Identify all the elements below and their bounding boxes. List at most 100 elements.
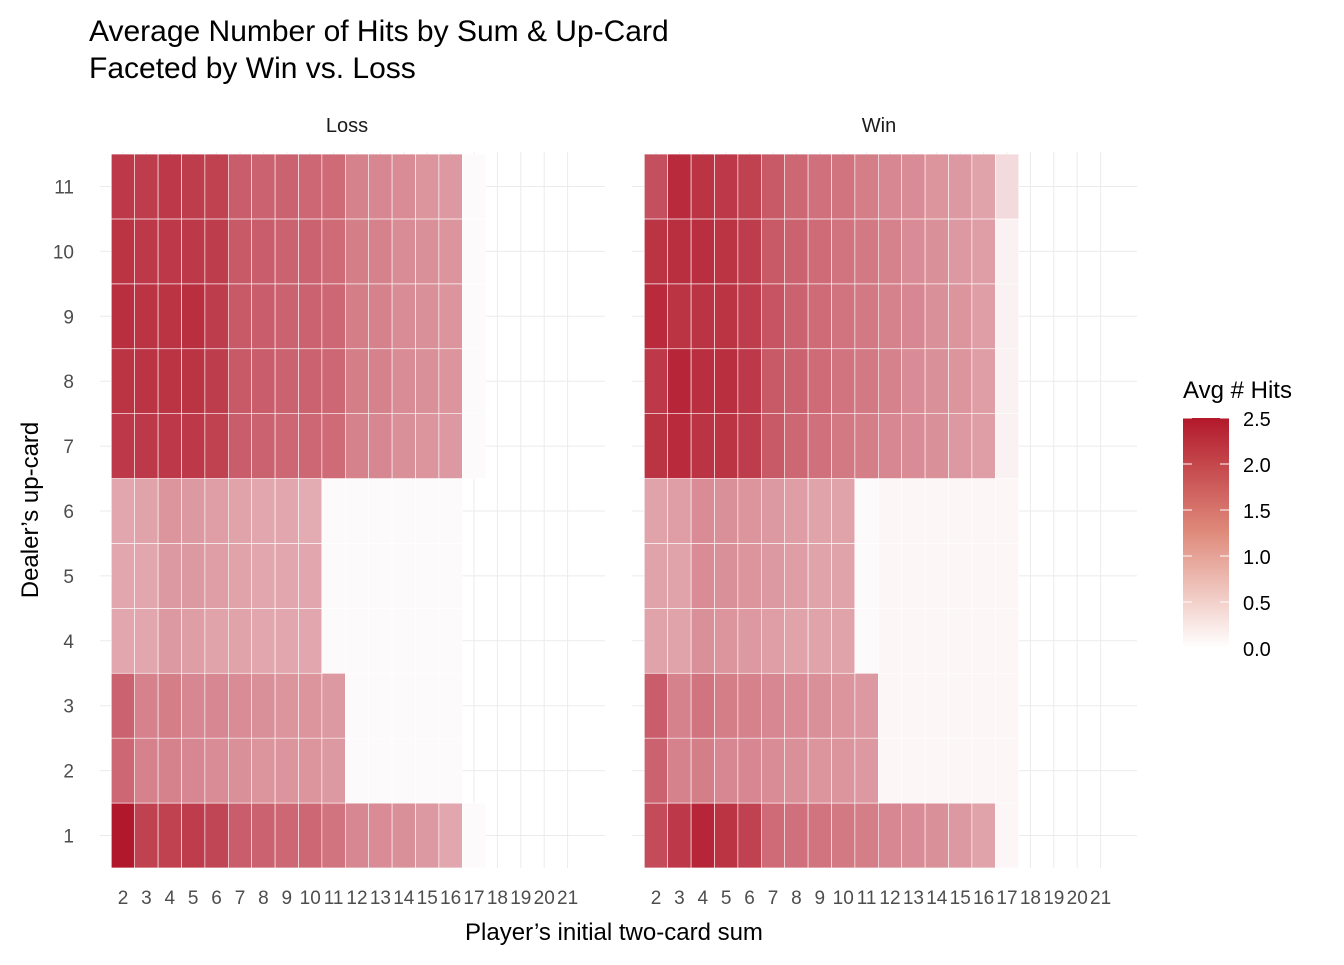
heatmap-cell [321,672,346,739]
heatmap-cell [831,283,856,350]
heatmap-cell [134,802,159,869]
heatmap-cell [667,153,692,220]
heatmap-cell [924,153,949,220]
heatmap-cell [831,672,856,739]
heatmap-cell [643,348,668,414]
heatmap-cell [298,543,323,609]
x-tick-label: 5 [721,888,732,909]
heatmap-cell [298,153,323,220]
heatmap-cell [948,543,973,609]
x-tick-labels: 2 3 4 5 6 7 8 9 10 11 12 13 14 15 16 17 18 19 20 21 [651,888,1111,909]
heatmap-cell [134,737,159,804]
heatmap-cell [298,802,323,869]
heatmap-cell [877,413,902,479]
heatmap-cell [737,218,762,285]
heatmap-cell [438,543,463,609]
heatmap-cell [204,283,229,350]
heatmap-cell [251,413,276,479]
heatmap-cell [134,218,159,285]
heatmap-cell [784,608,809,674]
heatmap-cell [971,283,996,350]
heatmap-cell [228,672,253,739]
heatmap-cell [204,608,229,674]
heatmap-cell [111,348,136,414]
y-tick-labels: 1 2 3 4 5 6 7 8 9 10 11 [53,178,75,848]
heatmap-cell [181,283,206,350]
heatmap-cell [877,608,902,674]
legend-tick-label: 2.5 [1243,409,1271,431]
heatmap-cell [251,478,276,544]
heatmap-cell [877,478,902,544]
heatmap-cell [994,672,1019,739]
heatmap-cell [994,153,1019,220]
heatmap-cell [737,283,762,350]
heatmap-cell [228,737,253,804]
y-tick-label: 7 [63,437,74,458]
heatmap-cell [994,478,1019,544]
heatmap-cell [714,802,739,869]
heatmap-cell [971,802,996,869]
heatmap-cell [298,672,323,739]
heatmap-cell [134,672,159,739]
heatmap-cell [784,543,809,609]
heatmap-cell [415,218,440,285]
heatmap-cell [760,737,785,804]
heatmap-cell [831,543,856,609]
x-tick-label: 16 [440,888,461,909]
heatmap-cell [807,672,832,739]
heatmap-cell [854,543,879,609]
heatmap-cell [157,802,182,869]
x-tick-label: 9 [282,888,293,909]
heatmap-cell [854,348,879,414]
x-tick-label: 11 [857,888,877,909]
heatmap-cell [111,283,136,350]
heatmap-cell [971,413,996,479]
heatmap-cell [924,608,949,674]
heatmap-cell [251,153,276,220]
heatmap-cell [737,478,762,544]
x-tick-label: 4 [165,888,176,909]
heatmap-cell [784,218,809,285]
heatmap-cell [321,543,346,609]
heatmap-cell [274,153,299,220]
heatmap-cell [854,478,879,544]
x-tick-label: 15 [950,888,971,909]
x-tick-label: 19 [510,888,531,909]
heatmap-cell [415,153,440,220]
heatmap-cell [994,413,1019,479]
y-tick-label: 9 [63,307,74,328]
heatmap-cell [228,348,253,414]
heatmap-cell [368,283,393,350]
heatmap-cell [901,737,926,804]
heatmap-cell [948,413,973,479]
heatmap-cell [924,283,949,350]
heatmap-cell [391,153,416,220]
heatmap-cell [391,283,416,350]
heatmap-cell [737,348,762,414]
heatmap-cell [667,348,692,414]
heatmap-cell [854,737,879,804]
heatmap-cell [948,672,973,739]
heatmap-cell [415,737,440,804]
heatmap-cell [274,802,299,869]
heatmap-cell [321,218,346,285]
heatmap-cell [901,608,926,674]
heatmap-cell [994,283,1019,350]
heatmap-cell [854,802,879,869]
heatmap-cell [807,802,832,869]
heatmap-cell [344,543,369,609]
heatmap-cell [760,608,785,674]
heatmap-cell [157,218,182,285]
heatmap-cell [204,413,229,479]
x-tick-label: 9 [815,888,826,909]
heatmap-cell [251,608,276,674]
heatmap-cell [391,737,416,804]
heatmap-cell [690,218,715,285]
x-tick-label: 10 [833,888,854,909]
heatmap-cell [901,218,926,285]
heatmap-cell [667,737,692,804]
heatmap-cell [251,348,276,414]
y-tick-label: 11 [54,178,74,199]
x-tick-label: 13 [370,888,391,909]
